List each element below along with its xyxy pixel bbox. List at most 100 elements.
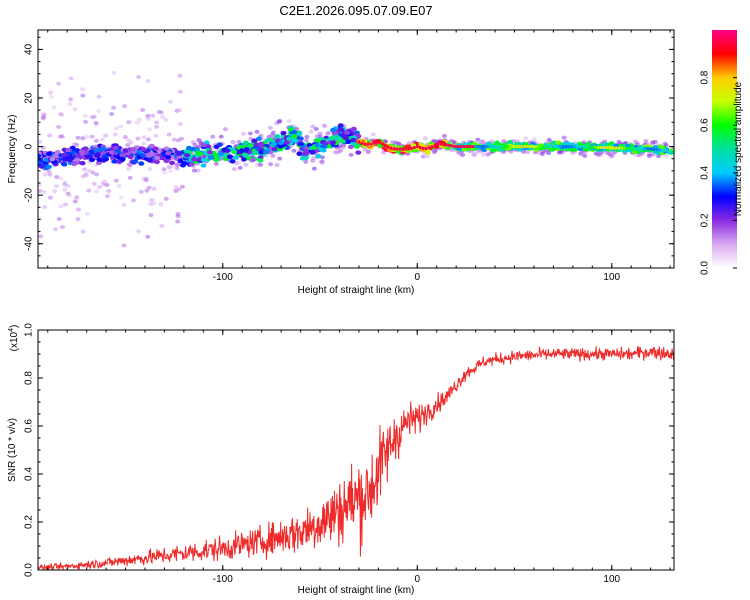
spectrogram-halo-cell (141, 141, 147, 146)
spectrogram-halo-cell (74, 195, 80, 200)
spectrogram-cell (278, 140, 285, 146)
spectrogram-halo-cell (241, 131, 247, 136)
spectrogram-halo-cell (75, 207, 81, 212)
spectrogram-halo-cell (422, 136, 428, 141)
spectrogram-cell (111, 159, 118, 164)
spectrogram-halo-cell (218, 134, 224, 139)
spectrogram-halo-cell (650, 140, 656, 145)
spectrogram-halo-cell (116, 183, 122, 188)
spectrogram-core-cell (518, 145, 521, 149)
spectrogram-cell (213, 144, 220, 149)
spectrogram-halo-cell (38, 189, 43, 194)
spectrogram-cell (132, 159, 139, 164)
spectrogram-core-cell (363, 142, 367, 146)
spectrogram-cell (320, 148, 327, 153)
spectrogram-cell (146, 158, 153, 163)
spectrogram-halo-cell (151, 186, 157, 191)
spectrogram-core-cell (664, 149, 667, 153)
spectrogram-halo-cell (179, 184, 185, 189)
spectrogram-x-label: Height of straight line (km) (298, 285, 415, 296)
spectrogram-halo-cell (243, 162, 249, 167)
spectrogram-halo-cell (80, 136, 86, 141)
spectrogram-cell (54, 149, 61, 155)
snr-panel: -100 0 100 0.0 0.2 0.4 0.6 0.8 1.0 Height of st… (7, 323, 675, 596)
spectrogram-cell (337, 123, 344, 128)
spectrogram-halo-cell (396, 141, 402, 146)
spectrogram-x-tick-label: 0 (414, 272, 420, 283)
spectrogram-core-cell (564, 145, 568, 149)
spectrogram-halo-cell (42, 205, 48, 210)
spectrogram-halo-cell (51, 105, 57, 110)
spectrogram-halo-cell (72, 142, 78, 147)
spectrogram-halo-cell (59, 225, 65, 230)
spectrogram-halo-cell (158, 110, 164, 115)
spectrogram-halo-cell (106, 189, 112, 194)
spectrogram-marks (38, 70, 674, 248)
spectrogram-core-cell (596, 145, 600, 149)
spectrogram-cell (297, 136, 304, 141)
spectrogram-halo-cell (83, 172, 89, 177)
spectrogram-halo-cell (104, 194, 110, 199)
colorbar-ticks: 0.0 0.2 0.4 0.6 0.8 (700, 70, 737, 275)
spectrogram-core-cell (588, 145, 591, 149)
spectrogram-core-cell (553, 145, 556, 149)
spectrogram-cell (267, 137, 274, 143)
spectrogram-cell (242, 153, 249, 158)
spectrogram-core-cell (386, 145, 390, 149)
spectrogram-halo-cell (52, 189, 58, 194)
spectrogram-core-cell (453, 144, 457, 148)
spectrogram-y-tick-label: 0 (24, 143, 35, 149)
spectrogram-cell (200, 163, 207, 168)
spectrogram-cell (256, 136, 263, 141)
spectrogram-cell (96, 157, 103, 162)
spectrogram-core-cell (465, 145, 469, 149)
spectrogram-cell (217, 151, 224, 157)
spectrogram-core-cell (538, 145, 542, 149)
spectrogram-halo-cell (236, 139, 242, 144)
spectrogram-halo-cell (604, 150, 610, 155)
spectrogram-core-cell (567, 145, 571, 149)
spectrogram-cell (242, 148, 249, 153)
spectrogram-halo-cell (145, 113, 151, 118)
spectrogram-halo-cell (125, 142, 131, 147)
spectrogram-halo-cell (317, 131, 323, 136)
spectrogram-halo-cell (41, 112, 47, 117)
spectrogram-cell (555, 140, 562, 145)
spectrogram-halo-cell (97, 184, 103, 189)
spectrogram-halo-cell (75, 135, 81, 140)
spectrogram-cell (315, 154, 322, 159)
spectrogram-halo-cell (40, 116, 46, 121)
spectrogram-core-cell (378, 140, 381, 144)
spectrogram-cell (61, 152, 68, 157)
spectrogram-core-cell (550, 145, 553, 149)
spectrogram-core-cell (614, 146, 618, 150)
spectrogram-halo-cell (101, 182, 107, 187)
spectrogram-halo-cell (213, 161, 219, 166)
spectrogram-core-cell (532, 145, 536, 149)
spectrogram-cell (344, 130, 351, 136)
spectrogram-core-cell (573, 145, 577, 149)
spectrogram-halo-cell (223, 127, 229, 132)
spectrogram-halo-cell (93, 138, 99, 143)
spectrogram-cell (283, 140, 290, 145)
spectrogram-cell (258, 141, 265, 147)
spectrogram-cell (148, 151, 155, 156)
spectrogram-halo-cell (449, 138, 455, 143)
spectrogram-halo-cell (531, 137, 537, 142)
spectrogram-core-cell (477, 145, 480, 149)
spectrogram-core-cell (471, 145, 475, 149)
spectrogram-halo-cell (596, 152, 602, 157)
spectrogram-halo-cell (136, 229, 142, 234)
spectrogram-cell (138, 161, 145, 166)
snr-y-tick-label: 0.4 (24, 467, 35, 481)
spectrogram-cell (52, 153, 59, 158)
spectrogram-cell (163, 146, 170, 151)
spectrogram-core-cell (547, 145, 550, 149)
spectrogram-core-cell (631, 146, 635, 150)
spectrogram-cell (140, 146, 147, 152)
spectrogram-cell (191, 157, 198, 162)
spectrogram-core-cell (424, 147, 428, 151)
spectrogram-halo-cell (177, 73, 183, 78)
spectrogram-halo-cell (80, 229, 86, 234)
spectrogram-halo-cell (145, 234, 151, 239)
